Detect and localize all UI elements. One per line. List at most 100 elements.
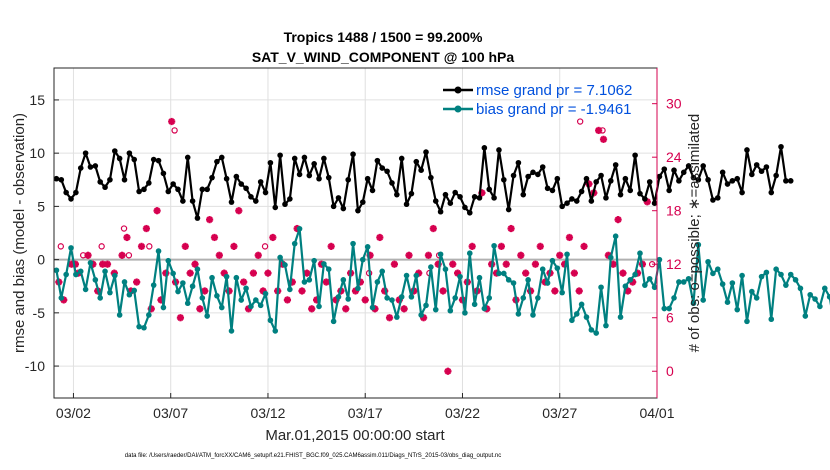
y2-axis-label: # of obs: o=possible; ∗=assimilated xyxy=(686,114,703,353)
bias-point xyxy=(355,285,361,292)
y-tick-label: 5 xyxy=(37,198,45,214)
rmse-point xyxy=(413,158,420,165)
y-tick-label: -10 xyxy=(25,358,45,374)
rmse-point xyxy=(209,174,215,181)
bias-point xyxy=(593,330,600,336)
rmse-point xyxy=(632,152,638,159)
rmse-point xyxy=(573,198,580,204)
bias-point xyxy=(744,318,750,325)
bias-point xyxy=(676,279,682,285)
rmse-point xyxy=(184,154,191,161)
bias-point xyxy=(408,294,415,300)
obs-assimilated-marker xyxy=(142,224,150,233)
bias-point xyxy=(248,303,254,310)
obs-assimilated-marker xyxy=(269,233,277,242)
rmse-point xyxy=(685,163,692,169)
bias-point xyxy=(126,291,133,298)
rmse-point xyxy=(68,196,74,202)
rmse-point xyxy=(661,166,668,172)
bias-point xyxy=(729,280,736,286)
rmse-point xyxy=(535,171,541,178)
bias-point xyxy=(141,324,147,331)
rmse-point xyxy=(719,169,726,176)
rmse-point xyxy=(214,158,220,165)
obs-possible-marker xyxy=(171,127,178,134)
rmse-point xyxy=(418,167,424,173)
plot-area xyxy=(54,68,657,398)
x-tick-label: 03/02 xyxy=(56,405,91,421)
rmse-point xyxy=(316,175,322,182)
obs-possible-marker xyxy=(120,225,128,232)
obs-possible-marker xyxy=(79,252,87,259)
bias-point xyxy=(690,300,697,307)
bias-point xyxy=(77,268,84,275)
obs-possible-marker xyxy=(599,127,606,134)
rmse-point xyxy=(783,178,789,184)
rmse-point xyxy=(282,201,288,208)
bias-point xyxy=(359,256,366,263)
rmse-point xyxy=(248,194,254,200)
obs-assimilated-marker xyxy=(497,242,505,250)
bias-point xyxy=(189,283,196,290)
obs-possible-marker xyxy=(57,243,65,250)
rmse-point xyxy=(593,179,600,185)
rmse-point xyxy=(671,167,677,173)
rmse-point xyxy=(63,189,69,196)
bias-point xyxy=(296,225,303,232)
bias-point xyxy=(749,288,755,295)
rmse-point xyxy=(739,189,745,196)
bias-point xyxy=(243,285,249,292)
bias-point xyxy=(165,257,172,264)
rmse-point xyxy=(642,196,648,202)
bias-point xyxy=(637,250,643,257)
bias-point xyxy=(481,305,488,312)
obs-assimilated-marker xyxy=(322,278,330,286)
rmse-point xyxy=(773,172,779,179)
y2-tick-label: 18 xyxy=(666,203,682,219)
rmse-point xyxy=(379,165,386,171)
rmse-point xyxy=(710,197,716,203)
rmse-point xyxy=(603,195,609,201)
rmse-point xyxy=(423,149,429,155)
bias-point xyxy=(758,273,765,280)
rmse-point xyxy=(729,178,736,184)
rmse-point xyxy=(199,186,206,193)
y-axis-left: -10 -5 0 5 10 15 xyxy=(25,92,59,374)
rmse-point xyxy=(744,147,750,153)
obs-assimilated-marker xyxy=(196,305,204,313)
rmse-point xyxy=(189,198,196,204)
rmse-point xyxy=(374,157,381,164)
rmse-point xyxy=(155,157,162,164)
bias-point xyxy=(520,295,527,301)
bias-point xyxy=(569,317,575,324)
rmse-point xyxy=(627,187,634,194)
obs-assimilated-marker xyxy=(439,287,447,295)
obs-assimilated-marker xyxy=(201,287,209,295)
rmse-point xyxy=(651,200,658,206)
rmse-point xyxy=(335,195,342,201)
rmse-point xyxy=(262,189,269,196)
obs-assimilated-marker xyxy=(181,242,189,250)
rmse-point xyxy=(53,175,60,182)
bias-point xyxy=(121,279,128,285)
bias-point xyxy=(719,281,726,287)
bias-point xyxy=(617,314,624,320)
obs-assimilated-marker xyxy=(298,287,306,295)
rmse-point xyxy=(170,181,176,187)
obs-assimilated-marker xyxy=(570,269,578,277)
obs-assimilated-marker xyxy=(619,269,627,277)
rmse-point xyxy=(87,164,94,170)
x-tick-label: 04/01 xyxy=(639,405,674,421)
bias-point xyxy=(364,244,371,250)
bias-point xyxy=(812,296,818,302)
rmse-point xyxy=(394,191,400,198)
bias-point xyxy=(233,274,240,281)
bias-point xyxy=(73,271,79,278)
bias-point xyxy=(228,328,235,334)
bias-point xyxy=(170,270,176,277)
y2-tick-label: 0 xyxy=(666,363,674,379)
bias-point xyxy=(564,251,570,258)
bias-point xyxy=(656,256,663,263)
bias-point xyxy=(374,279,381,285)
rmse-point xyxy=(724,181,731,187)
